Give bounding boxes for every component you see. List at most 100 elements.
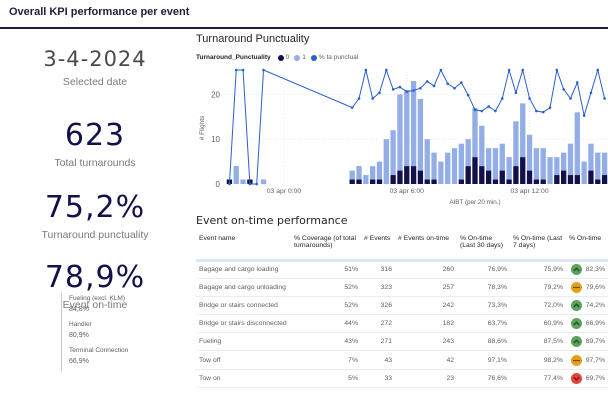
event-name-cell: Tow on bbox=[196, 369, 291, 388]
on-time-value: 82,3% bbox=[585, 266, 605, 274]
bar-series-1 bbox=[561, 152, 567, 171]
column-header-events[interactable]: # Events bbox=[361, 233, 395, 262]
coverage-cell: 44% bbox=[291, 314, 361, 334]
bar-series-1 bbox=[260, 179, 267, 184]
events-on-time-cell: 260 bbox=[395, 260, 457, 279]
table-row[interactable]: Bridge or stairs connected 52% 326 242 73,3%… bbox=[196, 296, 608, 316]
bar-series-1 bbox=[410, 80, 417, 167]
line-point bbox=[255, 182, 258, 186]
line-point bbox=[521, 68, 525, 72]
bar-series-1 bbox=[588, 143, 594, 171]
bar-series-1 bbox=[370, 166, 376, 180]
sub-kpi-terminal-connection: Terminal Connection 66,9% bbox=[61, 345, 181, 371]
line-point bbox=[241, 68, 245, 72]
coverage-cell: 52% bbox=[291, 278, 361, 297]
line-point bbox=[364, 68, 368, 72]
bar-series-0 bbox=[431, 179, 437, 184]
on-time-30d-cell: 97,1% bbox=[457, 350, 510, 370]
column-header-event-name[interactable]: Event name bbox=[196, 233, 291, 262]
line-point bbox=[385, 68, 388, 72]
bar-series-1 bbox=[547, 157, 553, 184]
bar-series-0 bbox=[397, 170, 403, 184]
total-turnarounds-value: 623 bbox=[64, 118, 126, 153]
events-on-time-cell: 243 bbox=[395, 332, 457, 352]
event-on-time-value: 78,9% bbox=[44, 260, 146, 295]
column-header-on-time-30d[interactable]: % On-time (Last 30 days) bbox=[457, 233, 510, 262]
on-time-7d-cell: 79,2% bbox=[510, 278, 566, 297]
table-title: Event on-time performance bbox=[196, 214, 348, 227]
on-time-7d-cell: 75,9% bbox=[510, 260, 566, 279]
events-on-time-cell: 242 bbox=[395, 296, 457, 316]
bar-series-1 bbox=[349, 170, 355, 180]
line-point bbox=[466, 93, 470, 97]
table-row[interactable]: Bagage and cargo loading 51% 316 260 76,9% 75… bbox=[196, 260, 608, 279]
bar-series-0 bbox=[588, 170, 594, 184]
bar-series-0 bbox=[533, 179, 540, 184]
bar-series-0 bbox=[601, 175, 608, 184]
line-point bbox=[576, 81, 579, 84]
bar-series-0 bbox=[554, 175, 560, 184]
bar-series-1 bbox=[601, 152, 608, 176]
column-header-on-time[interactable]: % On-time bbox=[566, 233, 608, 262]
column-header-coverage[interactable]: % Coverage (of total turnarounds) bbox=[291, 233, 361, 262]
line-point bbox=[541, 110, 545, 114]
x-tick-label: 03 apr 6:00 bbox=[390, 188, 425, 195]
event-name-cell: Bagage and cargo unloading bbox=[196, 278, 291, 297]
on-time-value: 66,9% bbox=[585, 320, 605, 328]
line-point bbox=[453, 86, 456, 90]
bar-series-0 bbox=[410, 166, 417, 184]
line-point bbox=[262, 68, 265, 72]
page-header: Overall KPI performance per event bbox=[0, 0, 608, 29]
on-time-30d-cell: 78,3% bbox=[457, 278, 510, 297]
bar-series-1 bbox=[554, 157, 560, 176]
bar-series-1 bbox=[499, 143, 505, 171]
selected-date-label: Selected date bbox=[62, 76, 128, 88]
line-point bbox=[432, 84, 436, 88]
line-point bbox=[603, 97, 606, 100]
on-time-cell: 89,7% bbox=[566, 332, 608, 352]
line-point bbox=[228, 182, 231, 186]
bar-series-1 bbox=[417, 98, 424, 171]
column-header-events-on-time[interactable]: # Events on-time bbox=[395, 233, 457, 262]
on-time-cell: 82,3% bbox=[566, 260, 608, 279]
bar-series-1 bbox=[438, 161, 444, 184]
bar-series-0 bbox=[349, 179, 355, 184]
bar-series-1 bbox=[567, 143, 574, 176]
table-row[interactable]: Tow off 7% 43 42 97,1% 98,2% 97,7% bbox=[196, 350, 608, 370]
status-chevron-up-icon bbox=[570, 336, 582, 348]
column-header-on-time-7d[interactable]: % On-time (Last 7 days) bbox=[510, 233, 566, 262]
turnaround-punctuality-chart[interactable]: 0 10 20 03 apr 0:00 03 apr 6:00 03 apr 12:00 #… bbox=[190, 64, 608, 212]
line-point bbox=[596, 68, 600, 72]
bar-series-0 bbox=[356, 179, 362, 184]
table-row[interactable]: Bagage and cargo unloading 52% 323 257 78,3%… bbox=[196, 278, 608, 297]
bar-series-0 bbox=[506, 179, 512, 184]
sub-kpi-value: 80,9% bbox=[69, 332, 89, 339]
y-tick-label: 0 bbox=[216, 180, 221, 189]
table-row[interactable]: Tow on 5% 33 23 76,6% 77,4% 69,7% bbox=[196, 369, 608, 388]
page-title: Overall KPI performance per event bbox=[9, 6, 190, 18]
table-row[interactable]: Fueling 43% 271 243 88,6% 87,5% 89,7% bbox=[196, 332, 608, 352]
line-point bbox=[412, 89, 415, 92]
event-name-cell: Tow off bbox=[196, 350, 291, 370]
status-chevron-up-icon bbox=[570, 318, 582, 330]
legend-marker-icon bbox=[277, 54, 284, 61]
bar-series-0 bbox=[376, 179, 383, 184]
table-row[interactable]: Bridge or stairs disconnected 44% 272 182 63… bbox=[196, 314, 608, 334]
bar-series-0 bbox=[472, 157, 478, 184]
bar-series-1 bbox=[581, 161, 587, 184]
chart-legend: Turnaround_Punctuality 0 1 % ta punctual bbox=[196, 54, 360, 61]
bar-series-1 bbox=[540, 148, 546, 180]
sub-kpi-label: Fueling (excl. KLM) bbox=[69, 295, 125, 302]
legend-label: % ta punctual bbox=[318, 54, 359, 61]
bar-series-1 bbox=[520, 103, 526, 158]
legend-item-0[interactable]: 0 bbox=[277, 54, 289, 61]
bar-series-1 bbox=[240, 179, 246, 184]
events-cell: 323 bbox=[361, 278, 395, 297]
legend-item-pct-punctual[interactable]: % ta punctual bbox=[310, 54, 359, 61]
events-cell: 33 bbox=[361, 369, 395, 388]
coverage-cell: 43% bbox=[291, 332, 361, 352]
bar-series-1 bbox=[513, 121, 519, 167]
bar-series-1 bbox=[595, 152, 601, 180]
legend-item-1[interactable]: 1 bbox=[294, 54, 306, 61]
bar-series-1 bbox=[390, 130, 396, 176]
